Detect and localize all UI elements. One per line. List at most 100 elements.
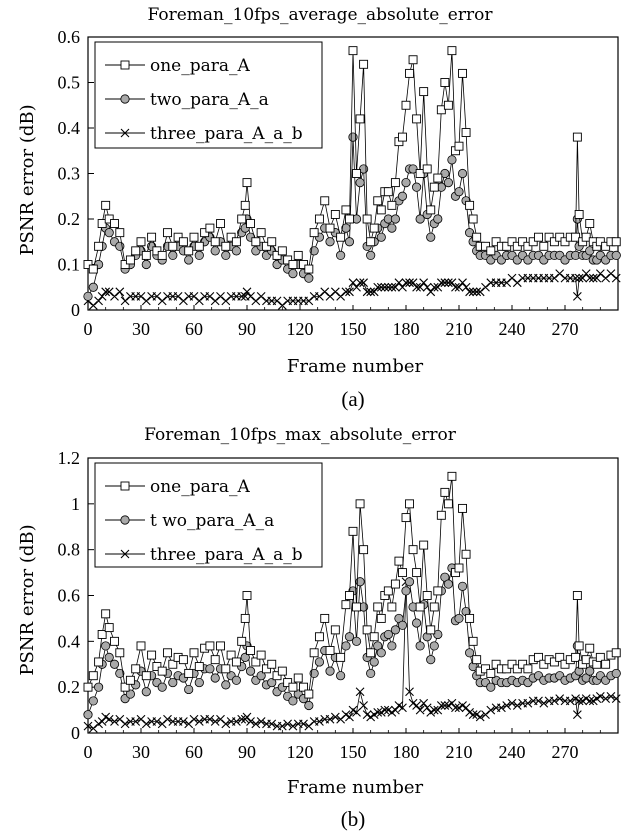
data-point-square xyxy=(481,241,490,251)
data-point-x xyxy=(242,712,252,722)
data-point-x xyxy=(415,282,425,292)
data-point-square xyxy=(210,655,220,665)
data-point-square xyxy=(309,648,319,658)
data-point-circle xyxy=(426,655,436,665)
data-point-square xyxy=(352,169,361,178)
data-point-circle xyxy=(411,618,422,628)
data-point-square xyxy=(539,659,549,669)
data-point-square xyxy=(231,237,241,247)
data-point-circle xyxy=(443,579,453,589)
y-tick-label: 0.6 xyxy=(58,27,81,47)
data-point-x xyxy=(415,705,425,715)
data-point-square xyxy=(454,563,464,573)
legend-marker-x xyxy=(120,549,130,559)
data-point-circle xyxy=(390,625,400,635)
data-point-square xyxy=(246,646,255,655)
data-point-x xyxy=(429,705,439,715)
data-point-x xyxy=(380,282,390,292)
y-tick-label: 0.2 xyxy=(58,209,81,229)
legend-label: one_para_A xyxy=(150,477,251,497)
data-point-square xyxy=(94,241,104,251)
data-point-square xyxy=(398,568,407,578)
data-point-square xyxy=(436,510,446,520)
data-point-square xyxy=(373,602,383,612)
data-point-square xyxy=(147,232,157,242)
data-point-x xyxy=(447,698,457,708)
data-point-x xyxy=(440,701,450,710)
data-point-square xyxy=(163,228,172,238)
chart-panel-b: Foreman_10fps_max_absolute_error PSNR er… xyxy=(17,425,621,831)
data-point-circle xyxy=(184,684,194,695)
data-point-x xyxy=(433,705,443,715)
data-point-circle xyxy=(486,682,496,692)
x-tick-label: 240 xyxy=(499,319,526,339)
data-point-circle xyxy=(194,250,204,260)
legend-box xyxy=(94,462,323,568)
x-tick-label: 210 xyxy=(446,742,473,762)
data-point-square xyxy=(507,659,517,669)
data-point-square xyxy=(283,678,293,688)
data-point-x xyxy=(422,282,432,292)
y-tick-label: 0.1 xyxy=(58,255,81,275)
data-point-x xyxy=(601,694,611,704)
data-point-x xyxy=(131,717,141,726)
data-point-square xyxy=(528,237,538,247)
data-point-square xyxy=(194,241,204,251)
data-point-circle xyxy=(94,682,104,692)
data-point-circle xyxy=(366,250,376,260)
data-point-circle xyxy=(88,282,98,292)
data-point-square xyxy=(141,671,151,681)
data-point-square xyxy=(491,659,501,669)
x-tick-label: 180 xyxy=(393,742,420,762)
data-point-x xyxy=(401,278,411,288)
data-point-square xyxy=(387,200,397,210)
data-point-square xyxy=(571,232,581,242)
data-point-square xyxy=(136,641,146,651)
data-point-square xyxy=(288,682,298,692)
data-point-x xyxy=(572,710,582,720)
data-point-x xyxy=(237,714,247,724)
data-point-circle xyxy=(288,696,298,706)
data-point-square xyxy=(465,200,475,210)
data-point-square xyxy=(549,237,559,247)
data-point-square xyxy=(277,246,287,256)
legend-label: one_para_A xyxy=(150,56,251,76)
figure-caption: (a) xyxy=(341,387,364,411)
data-point-x xyxy=(571,273,580,283)
data-point-square xyxy=(336,232,346,242)
data-point-x xyxy=(362,287,372,297)
data-point-square xyxy=(376,613,386,623)
x-axis-label: Frame number xyxy=(287,356,424,377)
data-point-x xyxy=(611,273,621,283)
data-point-circle xyxy=(288,268,298,279)
data-point-circle xyxy=(104,228,114,238)
data-point-square xyxy=(433,173,443,183)
data-point-circle xyxy=(457,168,468,179)
data-point-square xyxy=(226,650,236,660)
data-point-square xyxy=(325,646,335,655)
data-point-circle xyxy=(109,659,120,669)
data-point-square xyxy=(348,46,358,56)
data-point-x xyxy=(419,698,429,708)
data-point-square xyxy=(168,241,178,251)
data-point-circle xyxy=(231,246,241,256)
data-point-circle xyxy=(401,178,411,188)
data-point-circle xyxy=(157,682,167,692)
data-point-x xyxy=(574,696,584,706)
data-point-x xyxy=(163,714,172,724)
data-point-square xyxy=(405,68,414,78)
y-tick-label: 0.3 xyxy=(58,164,81,184)
legend-marker-square xyxy=(120,60,130,70)
data-point-square xyxy=(539,241,549,251)
data-point-square xyxy=(240,613,250,623)
data-point-square xyxy=(325,223,335,233)
data-point-square xyxy=(443,499,453,509)
data-point-square xyxy=(320,613,330,623)
y-tick-label: 0 xyxy=(71,300,80,320)
data-point-x xyxy=(383,282,393,292)
data-point-x xyxy=(578,273,588,283)
data-point-x xyxy=(97,717,107,726)
data-point-x xyxy=(486,705,496,715)
data-point-x xyxy=(194,717,204,726)
